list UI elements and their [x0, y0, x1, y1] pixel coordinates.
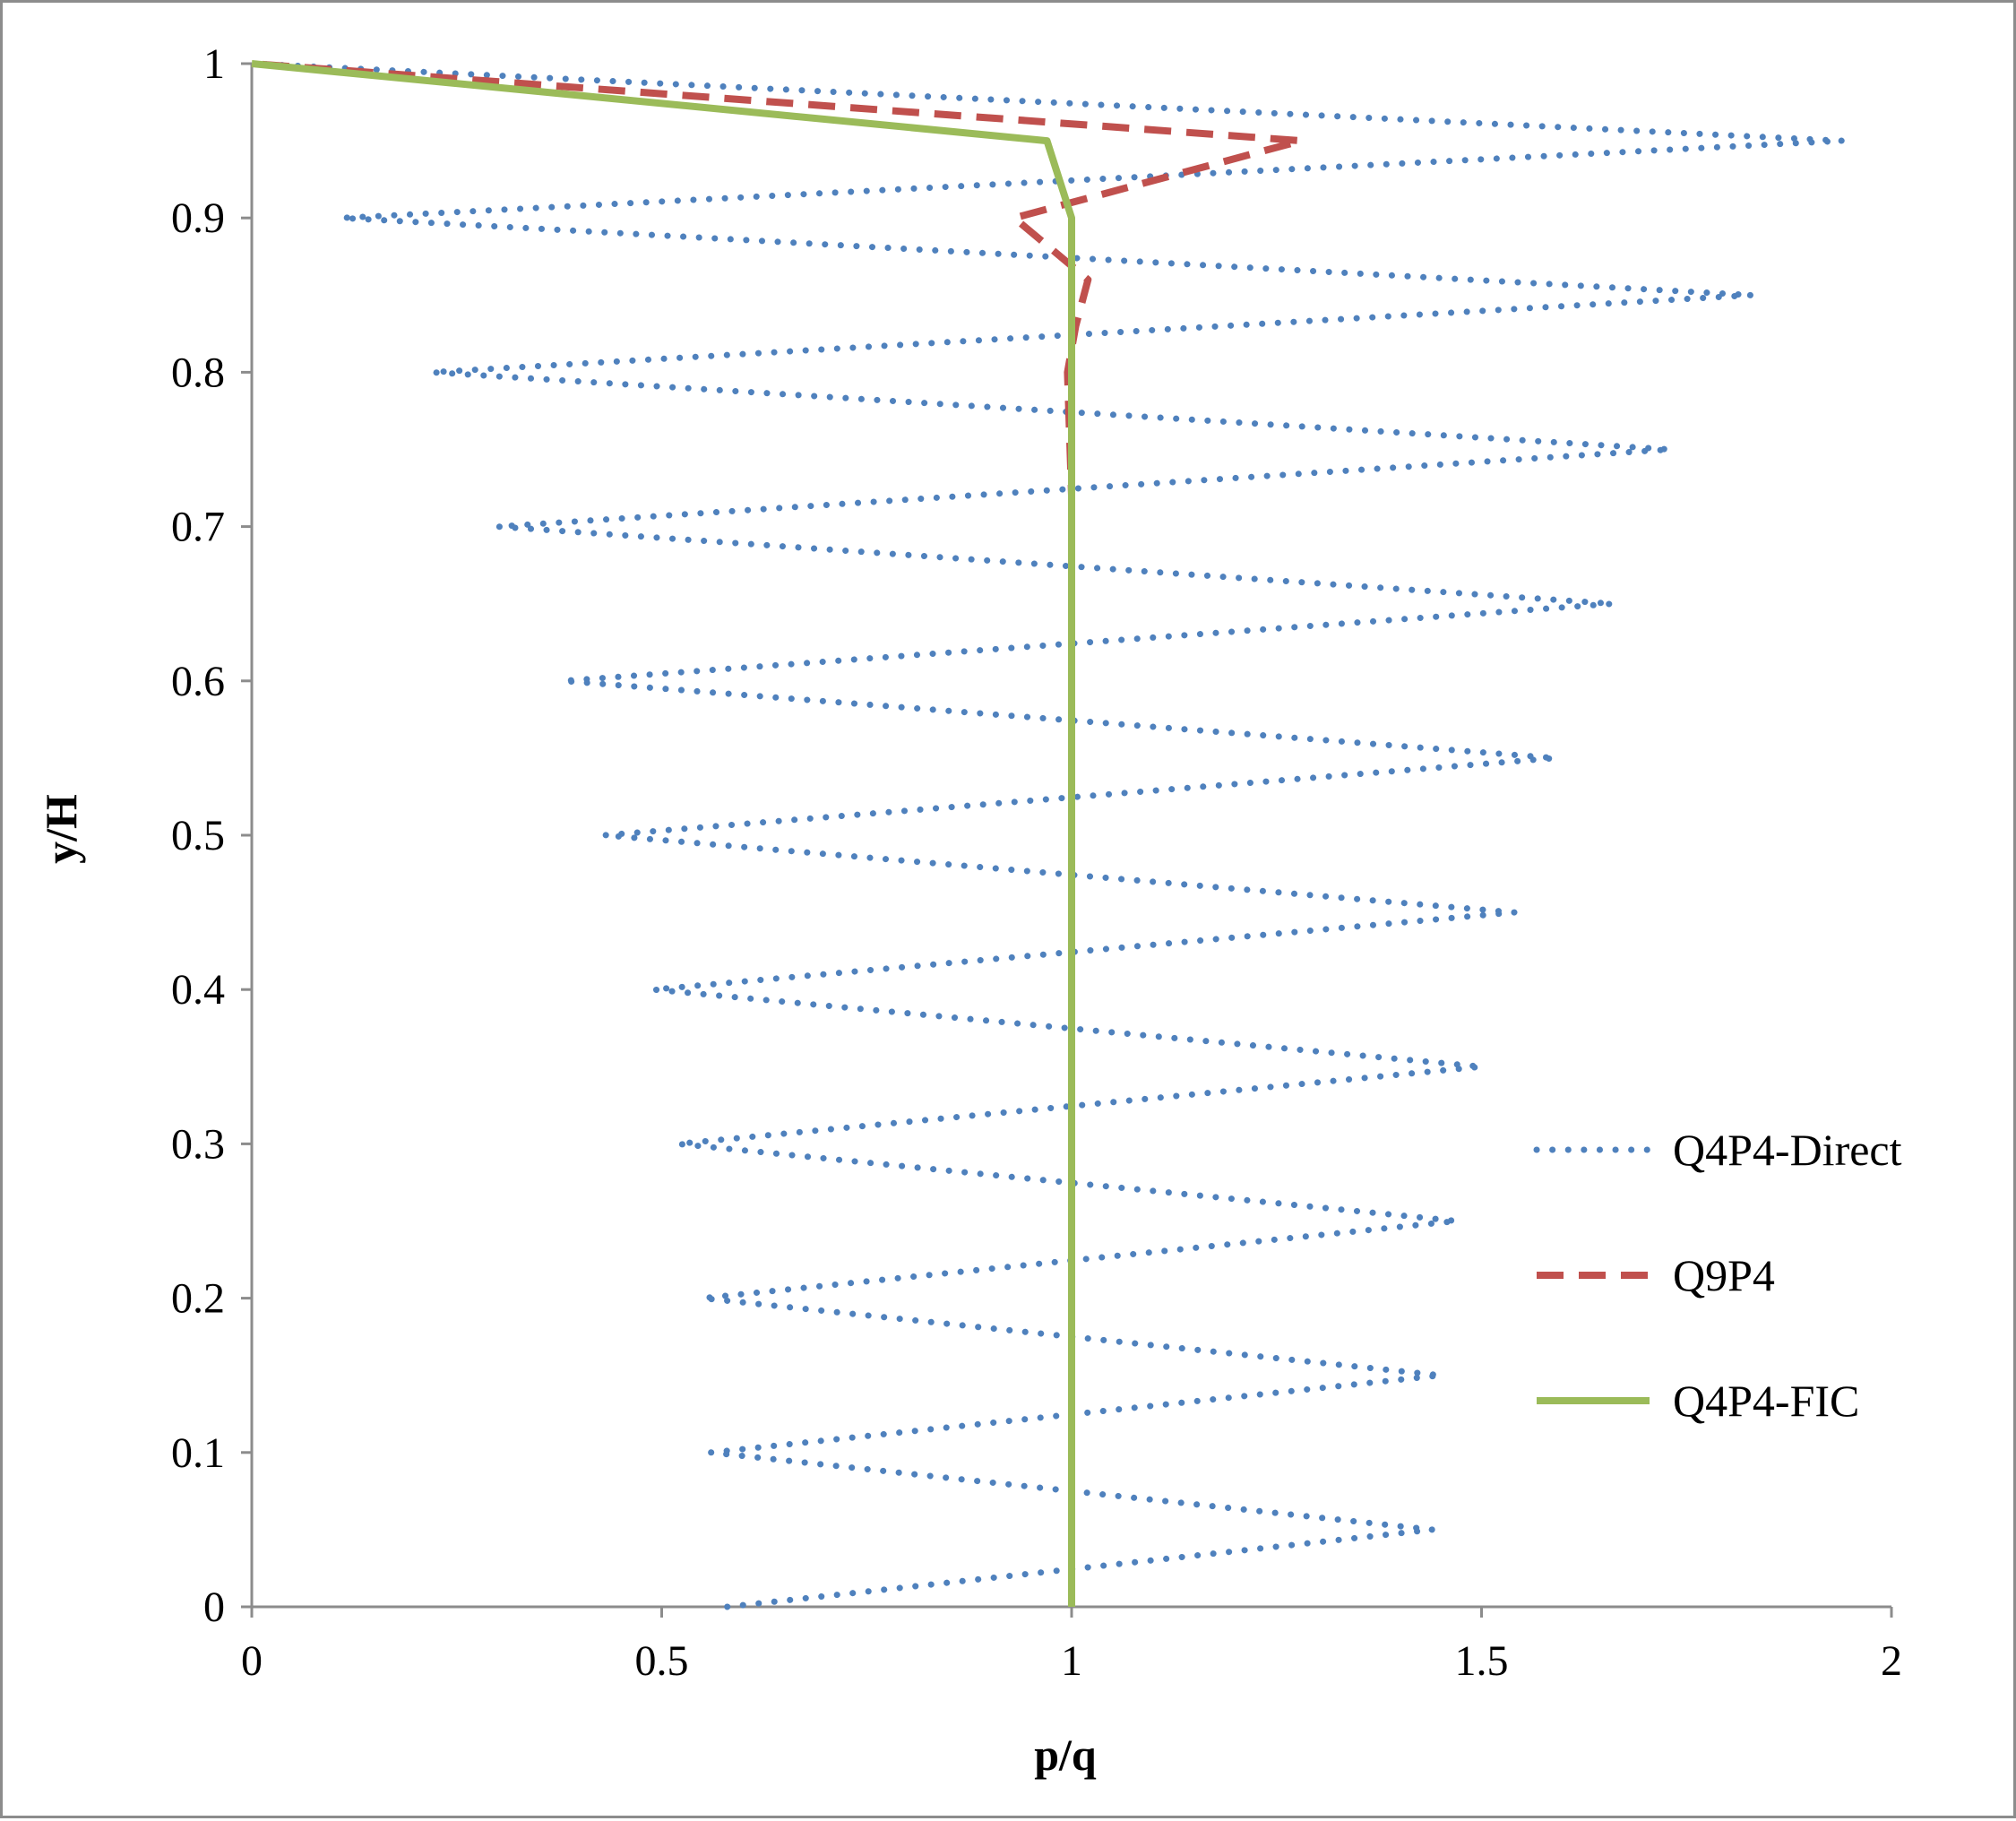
y-tick-label: 0.7 [171, 504, 225, 551]
series-line-q4p4-direct [248, 60, 1846, 1610]
y-axis-title: y/H [36, 794, 86, 864]
y-tick-label: 0.9 [171, 194, 225, 242]
y-tick-label: 0.3 [171, 1120, 225, 1168]
chart-svg: 0 0.1 0.2 0.3 0.4 0.5 0.6 0.7 0.8 0.9 1 0 0.5 1 1.5 2 p… [36, 40, 1902, 1780]
x-axis-title: p/q [1034, 1730, 1097, 1780]
x-tick-label: 1 [1061, 1637, 1082, 1685]
plot-area [248, 60, 1846, 1610]
y-tick-label: 0.6 [171, 658, 225, 705]
axes [241, 62, 1893, 1618]
y-tick-label: 0 [203, 1584, 225, 1631]
series-line-q4p4-fic [251, 60, 1075, 1607]
tick-labels: 0 0.1 0.2 0.3 0.4 0.5 0.6 0.7 0.8 0.9 1 0 0.5 1 1.5 2 [171, 40, 1902, 1685]
x-tick-label: 0.5 [635, 1637, 689, 1685]
y-tick-label: 0.5 [171, 812, 225, 859]
legend-label-q9p4: Q9P4 [1673, 1250, 1775, 1300]
series-line-q9p4 [251, 60, 1305, 1607]
y-tick-label: 0.8 [171, 349, 225, 396]
x-tick-label: 1.5 [1455, 1637, 1509, 1685]
y-tick-label: 0.1 [171, 1429, 225, 1477]
legend: Q4P4-Direct Q9P4 Q4P4-FIC [1533, 1125, 1902, 1426]
y-tick-label: 0.2 [171, 1275, 225, 1323]
x-tick-label: 0 [241, 1637, 263, 1685]
legend-label-q4p4-direct: Q4P4-Direct [1673, 1125, 1902, 1175]
legend-label-q4p4-fic: Q4P4-FIC [1673, 1376, 1859, 1426]
y-tick-label: 0.4 [171, 966, 225, 1014]
x-tick-label: 2 [1881, 1637, 1902, 1685]
y-tick-label: 1 [203, 40, 225, 88]
